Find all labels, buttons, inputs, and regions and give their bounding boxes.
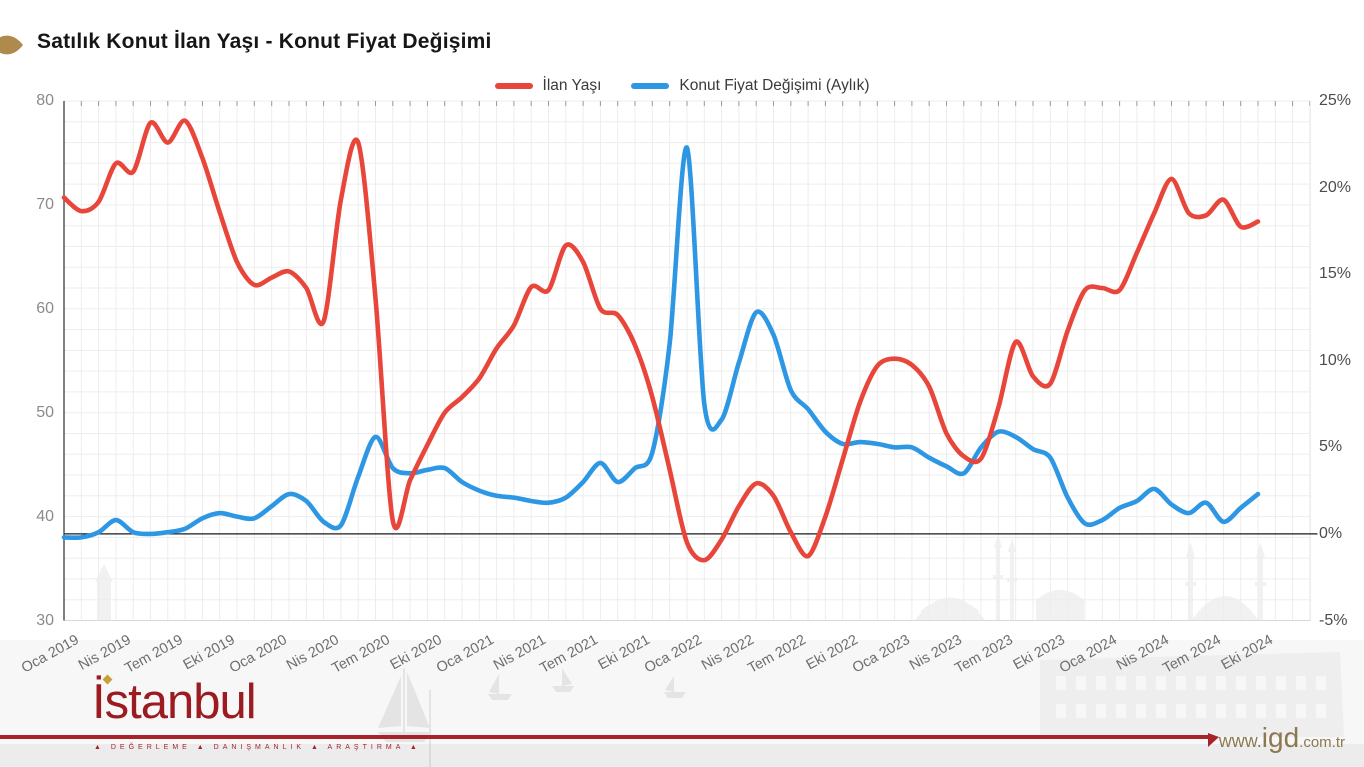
istanbul-logo: İstanbul <box>92 675 257 729</box>
legend-label-ilan-yasi: İlan Yaşı <box>542 77 602 94</box>
skyline-silhouette <box>95 534 1266 620</box>
legend-swatch-blue <box>631 83 670 89</box>
chart-legend: İlan Yaşı Konut Fiyat Değişimi (Aylık) <box>0 77 1364 95</box>
legend-item-konut-fiyat[interactable]: Konut Fiyat Değişimi (Aylık) <box>631 77 869 95</box>
url-name: igd <box>1261 722 1300 753</box>
series-line-konut-fiyat <box>61 145 1261 541</box>
url-prefix: www. <box>1218 731 1262 751</box>
legend-item-ilan-yasi[interactable]: İlan Yaşı <box>494 77 602 95</box>
logo-tagline: ▲ DEĞERLEME ▲ DANIŞMANLIK ▲ ARAŞTIRMA ▲ <box>94 744 421 751</box>
url-suffix: .com.tr <box>1299 734 1345 751</box>
harbor-silhouette <box>378 652 1344 767</box>
footer-rule <box>0 735 1208 739</box>
gold-leaf-icon <box>0 35 23 55</box>
legend-swatch-red <box>494 83 533 89</box>
footer-rule-arrow-icon <box>1208 733 1219 747</box>
website-url: www.igd.com.tr <box>1219 722 1345 754</box>
legend-label-konut-fiyat: Konut Fiyat Değişimi (Aylık) <box>679 77 870 94</box>
footer: İstanbul ▲ DEĞERLEME ▲ DANIŞMANLIK ▲ ARA… <box>0 660 1364 767</box>
header: Satılık Konut İlan Yaşı - Konut Fiyat De… <box>0 0 1364 70</box>
series-line-ilan-yasi <box>61 118 1261 563</box>
page-title: Satılık Konut İlan Yaşı - Konut Fiyat De… <box>37 30 492 53</box>
